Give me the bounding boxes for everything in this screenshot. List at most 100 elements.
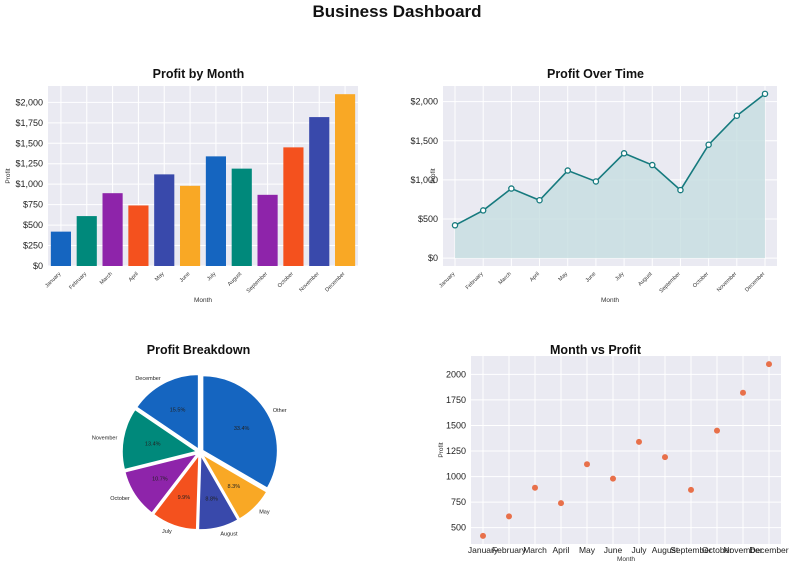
y-tick-label: 750 — [451, 497, 466, 507]
series-line — [454, 93, 766, 227]
x-tick-label: April — [529, 271, 541, 283]
data-point — [479, 207, 487, 214]
x-tick-label: February — [465, 271, 485, 291]
dashboard-title: Business Dashboard — [312, 2, 482, 21]
y-tick-label: $1,250 — [15, 159, 43, 169]
x-tick-label: January — [438, 271, 456, 289]
data-point — [564, 167, 571, 174]
x-tick-label: September — [246, 271, 269, 294]
y-tick-label: $1,500 — [15, 138, 43, 148]
x-tick-label: January — [44, 271, 62, 289]
scatter-chart-title: Month vs Profit — [550, 343, 641, 357]
pie-chart-panel: Profit Breakdown 33.4% Other 8.3% May 8.8% Au… — [0, 340, 397, 568]
y-tick-label: $500 — [23, 220, 43, 230]
area-chart-panel: Profit Over Time $0 $500 $1,000 $1,500 $2,00… — [397, 64, 794, 314]
data-point — [508, 185, 515, 192]
data-point — [733, 112, 741, 119]
pie-percent-label: 9.9% — [178, 495, 191, 501]
x-axis-label: Month — [194, 297, 212, 304]
pie-slice — [200, 452, 268, 521]
bar-chart-title: Profit by Month — [152, 67, 245, 81]
data-point — [592, 178, 600, 185]
x-tick-label: January — [468, 545, 499, 555]
x-tick-label: October — [277, 271, 295, 289]
area-chart-title: Profit Over Time — [546, 67, 645, 81]
pie-slice-label: May — [259, 510, 270, 516]
pie-chart: 33.4% Other 8.3% May 8.8% August 9.9% July 10.7%… — [92, 373, 287, 537]
bar — [257, 194, 278, 266]
x-tick-label: May — [558, 271, 570, 283]
scatter-point — [714, 427, 720, 434]
x-tick-label: June — [604, 545, 623, 555]
x-tick-label: August — [652, 545, 679, 555]
x-axis-label: Month — [617, 556, 635, 563]
pie-slice — [197, 452, 240, 531]
x-tick-label: May — [154, 271, 166, 283]
scatter-point — [584, 461, 590, 468]
y-tick-label: $2,000 — [410, 97, 438, 107]
y-tick-label: $1,000 — [410, 175, 438, 185]
scatter-point — [506, 513, 512, 520]
scatter-point — [740, 389, 746, 396]
x-tick-label: October — [692, 271, 710, 289]
bar — [231, 168, 252, 266]
y-tick-label: $500 — [418, 214, 438, 224]
pie-percent-label: 15.5% — [170, 408, 186, 414]
x-tick-label: August — [227, 271, 244, 288]
pie-slice — [121, 408, 199, 471]
pie-slice-label: July — [162, 529, 172, 535]
bar — [283, 147, 304, 266]
data-point — [705, 141, 712, 148]
y-tick-label: $1,500 — [410, 136, 438, 146]
x-tick-label: December — [744, 271, 766, 293]
x-tick-label: August — [637, 271, 654, 288]
y-tick-label: 1250 — [446, 446, 466, 456]
data-point — [620, 150, 628, 157]
pie-slice-label: August — [220, 531, 238, 537]
x-tick-label: April — [128, 271, 140, 283]
x-tick-label: September — [670, 545, 712, 555]
y-tick-label: 1500 — [446, 420, 466, 430]
scatter-point — [558, 500, 564, 507]
pie-slice — [135, 373, 200, 451]
x-tick-label: February — [68, 271, 88, 291]
pie-percent-label: 10.7% — [152, 476, 168, 482]
y-tick-label: $1,000 — [15, 179, 43, 189]
scatter-point — [480, 532, 486, 539]
x-tick-label: March — [498, 271, 513, 286]
y-tick-label: $0 — [428, 253, 438, 263]
data-point — [677, 186, 684, 194]
x-tick-label: March — [99, 271, 114, 286]
pie-percent-label: 33.4% — [234, 426, 250, 432]
scatter-point — [662, 454, 668, 461]
scatter-point — [636, 438, 642, 445]
pie-slice-label: Other — [273, 408, 287, 414]
y-axis-label: Profit — [430, 168, 437, 183]
x-tick-label: June — [179, 271, 192, 284]
pie-slice-label: December — [135, 376, 161, 382]
data-point — [761, 90, 769, 98]
x-tick-label: July — [614, 271, 625, 282]
y-tick-label: $250 — [23, 241, 43, 251]
data-point — [451, 222, 459, 229]
scatter-chart: 500 750 1000 1250 1500 1750 2000 Month Profit Jan… — [438, 356, 789, 563]
x-tick-label: November — [716, 271, 738, 293]
y-tick-label: 1000 — [446, 472, 466, 482]
x-tick-label: March — [523, 545, 547, 555]
data-point — [649, 161, 656, 169]
pie-slice — [201, 374, 279, 490]
x-tick-label: June — [585, 271, 598, 284]
y-tick-label: $750 — [23, 200, 43, 210]
x-axis-label: Month — [601, 297, 619, 304]
x-tick-label: December — [749, 545, 788, 555]
plot-area — [471, 356, 781, 544]
pie-percent-label: 8.3% — [228, 484, 241, 490]
y-tick-label: $2,000 — [15, 97, 43, 107]
scatter-point — [610, 475, 616, 482]
bar — [154, 174, 175, 266]
x-tick-label: February — [492, 545, 527, 555]
bar — [102, 193, 123, 266]
area-chart: $0 $500 $1,000 $1,500 $2,000 Month Profit Janua… — [410, 86, 777, 304]
pie-percent-label: 8.8% — [205, 497, 218, 503]
y-tick-label: 2000 — [446, 369, 466, 379]
